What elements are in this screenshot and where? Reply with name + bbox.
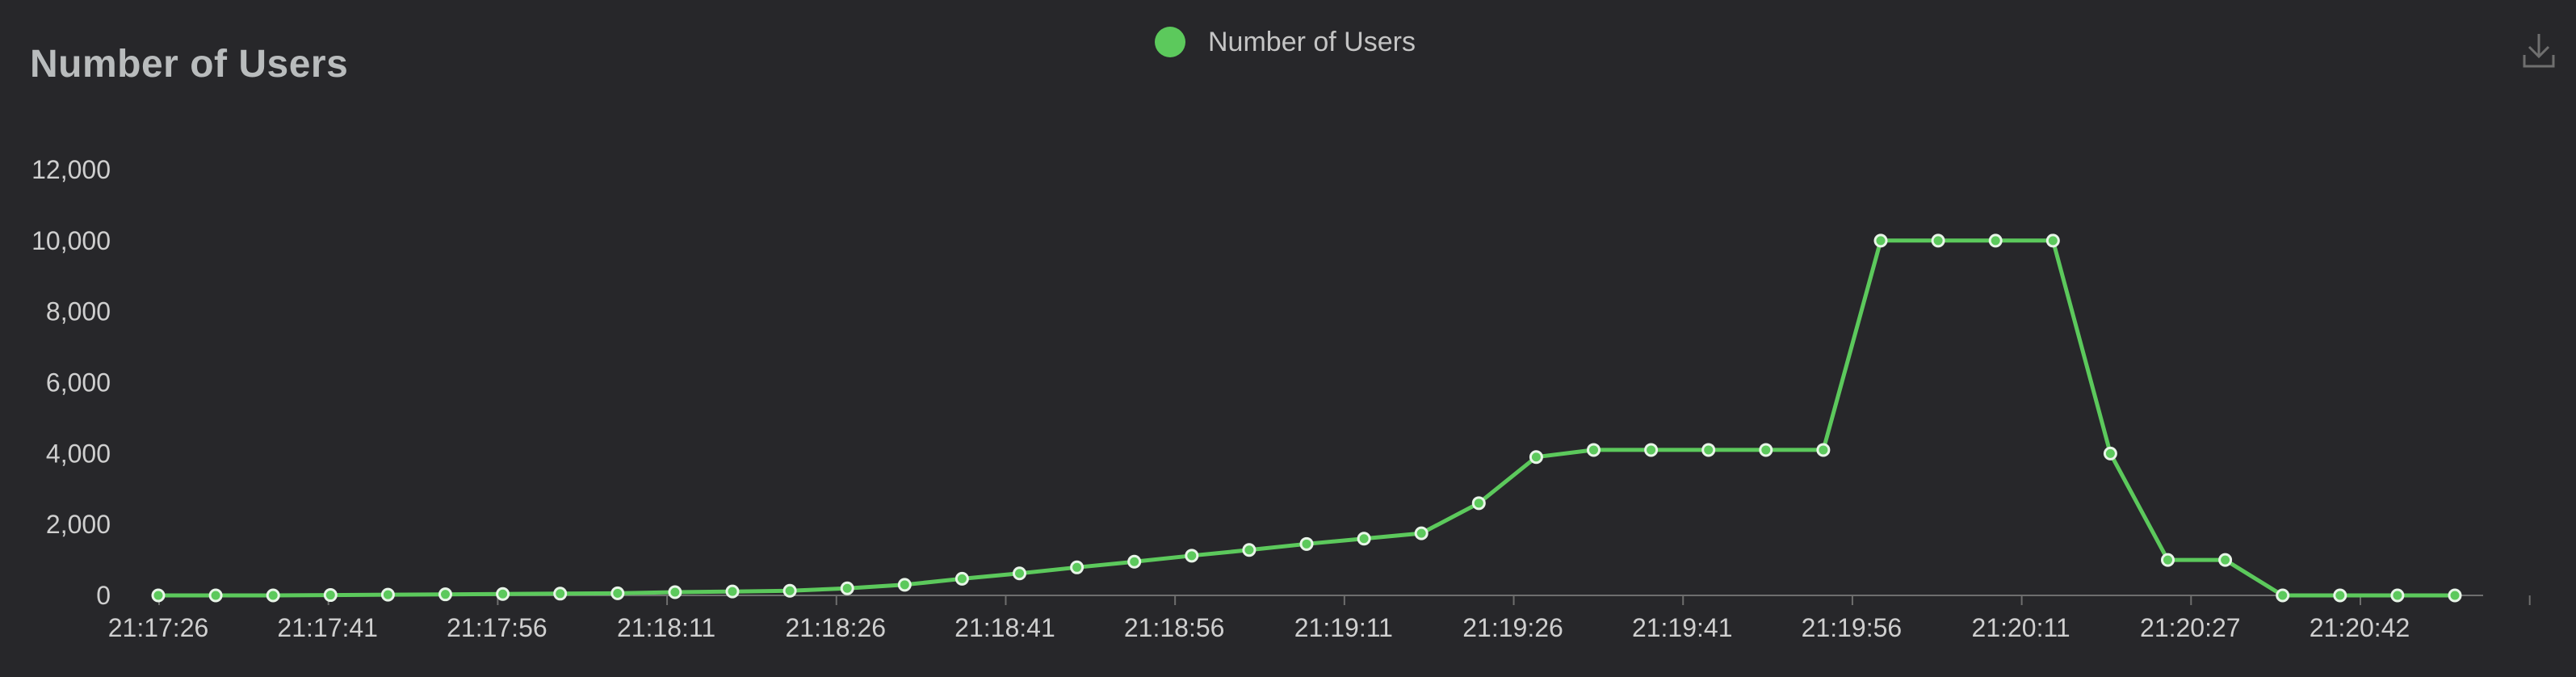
data-point <box>380 587 395 602</box>
data-point <box>1471 496 1486 511</box>
data-point <box>208 588 223 603</box>
data-point <box>2103 446 2117 460</box>
data-point <box>2218 553 2233 567</box>
data-point <box>1873 233 1888 248</box>
data-point <box>1013 566 1026 581</box>
data-point <box>1529 450 1543 465</box>
x-tick-label: 21:18:56 <box>1124 613 1225 642</box>
x-tick-label: 21:19:11 <box>1294 613 1393 642</box>
data-point <box>1299 536 1314 551</box>
data-point <box>782 583 797 598</box>
y-tick-label: 0 <box>96 581 111 610</box>
data-point <box>725 584 740 599</box>
data-point <box>496 587 510 601</box>
data-point <box>1127 554 1142 569</box>
data-point <box>2045 233 2060 248</box>
download-icon[interactable] <box>2519 31 2558 69</box>
x-tick-label: 21:19:56 <box>1802 613 1903 642</box>
data-point <box>266 588 280 603</box>
data-point <box>553 587 568 601</box>
y-tick-label: 10,000 <box>31 226 111 255</box>
data-point <box>2448 588 2462 603</box>
y-tick-label: 6,000 <box>46 368 111 397</box>
y-tick-label: 2,000 <box>46 510 111 539</box>
data-point <box>1357 532 1371 546</box>
x-tick-label: 21:17:41 <box>277 613 378 642</box>
data-point <box>1587 443 1601 457</box>
data-point <box>668 585 682 599</box>
data-point <box>1644 443 1659 457</box>
data-point <box>323 588 338 603</box>
data-point <box>1759 443 1773 457</box>
data-point <box>1931 233 1945 248</box>
chart-title: Number of Users <box>30 43 349 86</box>
x-tick-label: 21:18:11 <box>617 613 715 642</box>
legend-marker-icon <box>1155 27 1185 57</box>
data-point <box>1242 543 1257 557</box>
y-tick-label: 12,000 <box>31 155 111 184</box>
data-point <box>2276 588 2290 603</box>
data-point <box>1816 443 1831 457</box>
x-tick-label: 21:20:11 <box>1972 613 2070 642</box>
y-axis: 0 2,000 4,000 6,000 8,000 10,000 12,000 <box>31 155 111 610</box>
x-tick-label: 21:18:41 <box>954 613 1055 642</box>
data-point <box>1070 560 1085 574</box>
x-axis: 21:17:26 21:17:41 21:17:56 21:18:11 21:18:26… <box>108 595 2531 642</box>
x-tick-label: 21:19:41 <box>1632 613 1733 642</box>
data-point <box>151 588 166 603</box>
data-point <box>2161 553 2175 567</box>
legend-label: Number of Users <box>1208 26 1416 57</box>
data-point <box>1988 233 2003 248</box>
x-tick-label: 21:20:27 <box>2140 613 2241 642</box>
series-layer <box>151 233 2462 603</box>
x-tick-label: 21:18:26 <box>785 613 886 642</box>
data-point <box>897 578 912 592</box>
data-point <box>954 571 969 586</box>
data-point <box>2333 588 2347 603</box>
data-point <box>2390 588 2405 603</box>
data-point <box>438 587 452 602</box>
x-tick-label: 21:17:26 <box>108 613 209 642</box>
y-tick-label: 8,000 <box>46 297 111 326</box>
x-tick-label: 21:17:56 <box>447 613 548 642</box>
data-point <box>840 581 854 595</box>
y-tick-label: 4,000 <box>46 439 111 468</box>
x-tick-label: 21:19:26 <box>1462 613 1563 642</box>
x-tick-label: 21:20:42 <box>2310 613 2410 642</box>
data-point <box>1414 526 1429 540</box>
data-point <box>1701 443 1716 457</box>
data-point <box>1185 549 1199 563</box>
legend-item-number-of-users[interactable]: Number of Users <box>1155 24 1416 60</box>
data-point <box>610 586 625 600</box>
